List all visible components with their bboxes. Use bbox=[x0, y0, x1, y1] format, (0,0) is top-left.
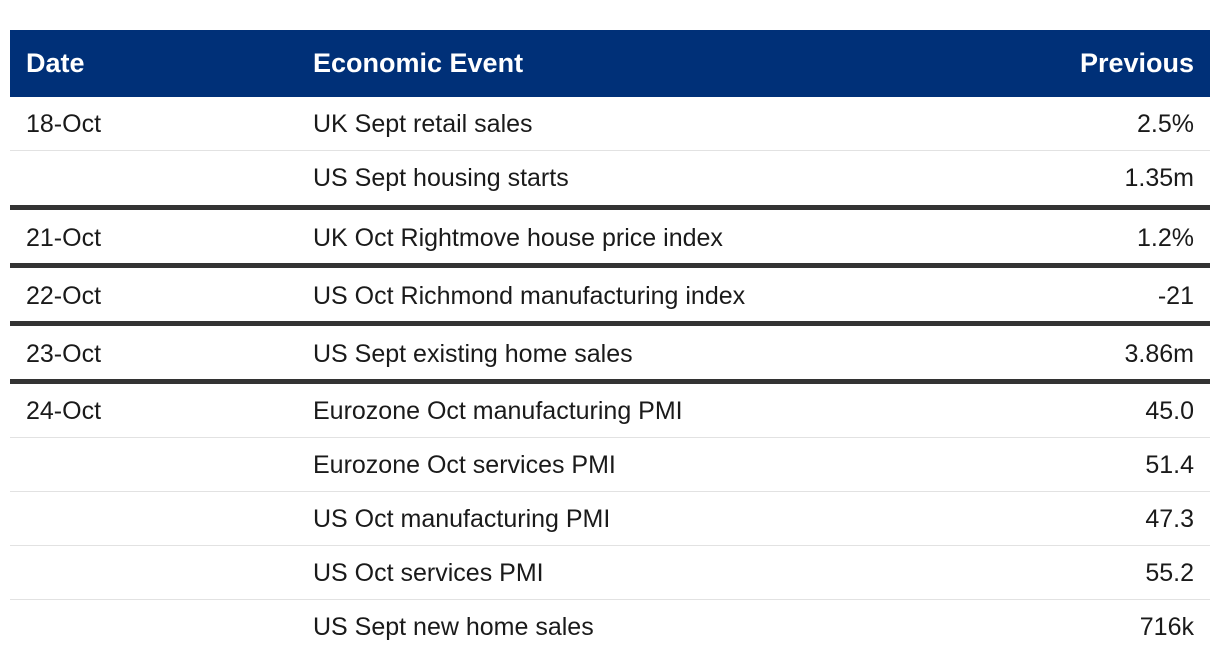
table-row: US Oct services PMI 55.2 bbox=[10, 546, 1210, 600]
previous-cell: -21 bbox=[1157, 282, 1194, 310]
previous-cell: 45.0 bbox=[1145, 397, 1194, 425]
event-cell: US Sept housing starts bbox=[313, 164, 569, 192]
table-row: 22-Oct US Oct Richmond manufacturing ind… bbox=[10, 268, 1210, 321]
header-previous: Previous bbox=[1079, 48, 1194, 78]
table-row: US Sept housing starts 1.35m bbox=[10, 151, 1210, 205]
date-cell: 23-Oct bbox=[26, 340, 102, 368]
event-cell: UK Sept retail sales bbox=[313, 110, 533, 138]
event-cell: US Oct manufacturing PMI bbox=[313, 505, 611, 533]
previous-cell: 2.5% bbox=[1137, 110, 1194, 138]
event-cell: US Sept new home sales bbox=[313, 613, 594, 641]
previous-cell: 55.2 bbox=[1145, 559, 1194, 587]
event-cell: US Oct Richmond manufacturing index bbox=[313, 282, 746, 310]
previous-cell: 1.35m bbox=[1124, 164, 1194, 192]
event-cell: US Sept existing home sales bbox=[313, 340, 633, 368]
group-divider bbox=[10, 263, 1210, 268]
event-cell: US Oct services PMI bbox=[313, 559, 544, 587]
date-cell: 24-Oct bbox=[26, 397, 102, 425]
event-cell: UK Oct Rightmove house price index bbox=[313, 224, 723, 252]
group-divider bbox=[10, 205, 1210, 210]
table-row: 21-Oct UK Oct Rightmove house price inde… bbox=[10, 210, 1210, 263]
table-row: 24-Oct Eurozone Oct manufacturing PMI 45… bbox=[10, 384, 1210, 438]
header-date: Date bbox=[26, 48, 85, 78]
previous-cell: 51.4 bbox=[1145, 451, 1194, 479]
table-row: US Sept new home sales 716k bbox=[10, 600, 1210, 654]
table-row: 18-Oct UK Sept retail sales 2.5% bbox=[10, 97, 1210, 151]
group-divider bbox=[10, 379, 1210, 384]
event-cell: Eurozone Oct services PMI bbox=[313, 451, 616, 479]
previous-cell: 47.3 bbox=[1145, 505, 1194, 533]
economic-calendar-table: Date Economic Event Previous 18-Oct UK S… bbox=[10, 30, 1210, 654]
event-cell: Eurozone Oct manufacturing PMI bbox=[313, 397, 683, 425]
previous-cell: 3.86m bbox=[1124, 340, 1194, 368]
previous-cell: 1.2% bbox=[1137, 224, 1194, 252]
group-divider bbox=[10, 321, 1210, 326]
table-header: Date Economic Event Previous bbox=[10, 30, 1210, 97]
previous-cell: 716k bbox=[1139, 613, 1194, 641]
date-cell: 22-Oct bbox=[26, 282, 102, 310]
date-cell: 21-Oct bbox=[26, 224, 102, 252]
table-row: US Oct manufacturing PMI 47.3 bbox=[10, 492, 1210, 546]
table-row: Eurozone Oct services PMI 51.4 bbox=[10, 438, 1210, 492]
date-cell: 18-Oct bbox=[26, 110, 102, 138]
table-row: 23-Oct US Sept existing home sales 3.86m bbox=[10, 326, 1210, 379]
header-economic-event: Economic Event bbox=[313, 48, 524, 78]
